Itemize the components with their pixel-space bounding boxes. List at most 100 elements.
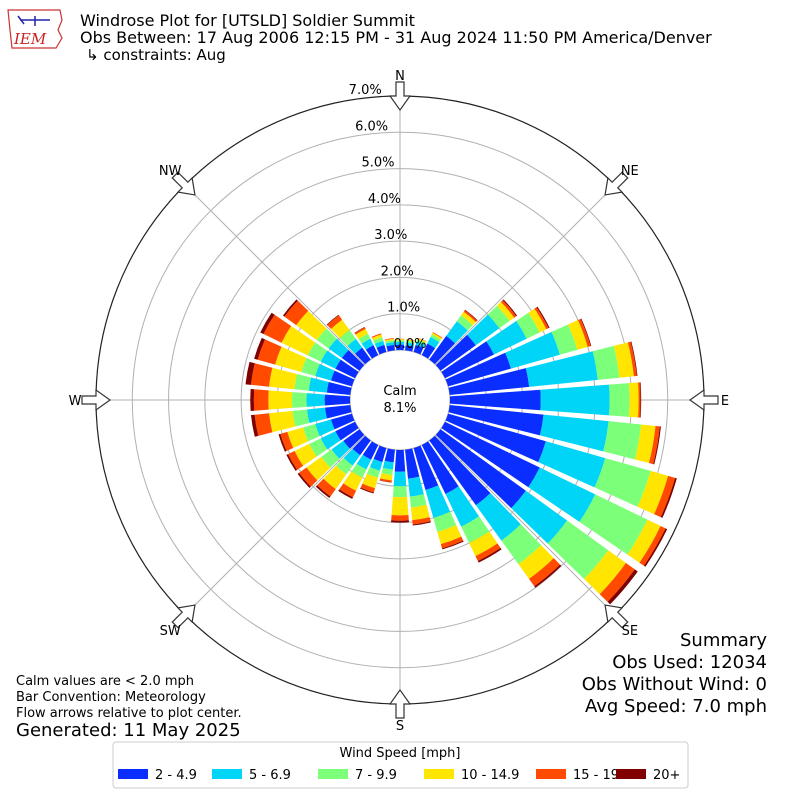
r-tick-label: 2.0% <box>381 264 414 279</box>
bar-segment <box>568 320 588 350</box>
flow-arrow <box>388 81 412 112</box>
bar-segment <box>352 435 371 456</box>
bar-segment <box>500 300 517 318</box>
bar-segment <box>579 494 648 555</box>
bar-segment <box>391 515 409 521</box>
r-tick-label: 0.0% <box>393 337 426 352</box>
bar-segment <box>449 389 541 411</box>
bar-segment <box>366 467 380 478</box>
bar-segment <box>385 340 395 344</box>
bar-segment <box>341 349 365 371</box>
bar-segment <box>339 330 356 346</box>
bar-segment <box>433 511 457 532</box>
bar-segment <box>448 368 530 395</box>
bar-segment <box>427 337 440 349</box>
bar-segment <box>445 413 546 463</box>
bar-segment <box>330 413 355 430</box>
bar-segment <box>469 531 498 557</box>
plot-area: Calm 8.1% 0.0% 1.0% 2.0% 3.0% 4.0% 5.0% 6.0% 7.0%… <box>69 69 730 734</box>
legend-swatch <box>212 769 242 779</box>
bar-segment <box>463 310 478 323</box>
bar-segment <box>327 315 343 330</box>
bar-segment <box>358 333 371 344</box>
bar-segment <box>534 307 549 330</box>
bar-segment <box>551 324 578 355</box>
bar-segment <box>654 475 676 518</box>
legend-swatch <box>616 769 646 779</box>
bar-segment <box>592 345 620 380</box>
direction-label: S <box>396 719 404 734</box>
bar-segment <box>303 423 320 442</box>
bar-segment <box>269 367 298 390</box>
bar-segment <box>429 335 456 365</box>
bar-segment <box>441 341 495 379</box>
bar-segment <box>330 319 350 339</box>
bar-segment <box>365 345 379 359</box>
logo-text: IEM <box>13 30 47 48</box>
bar-segment <box>360 487 374 494</box>
bar-segment <box>529 558 561 587</box>
bar-segment <box>394 449 406 472</box>
bar-segment <box>628 382 639 418</box>
bar-segment <box>534 564 562 588</box>
bar-segment <box>440 536 464 549</box>
r-tick-label: 7.0% <box>349 83 382 98</box>
bar-segment <box>413 445 439 491</box>
bar-segment <box>323 465 347 490</box>
bar-segment <box>384 337 394 341</box>
bar-segment <box>376 344 387 355</box>
bar-segment <box>467 314 500 346</box>
bar-segment <box>627 341 637 377</box>
bar-segment <box>547 520 609 580</box>
bar-segment <box>321 449 340 468</box>
bar-segment <box>280 431 294 451</box>
bar-segment <box>406 339 415 343</box>
summary: Obs Used: 12034 <box>612 652 767 673</box>
bar-segment <box>405 340 415 344</box>
bar-segment <box>407 476 424 497</box>
bar-segment <box>316 328 337 349</box>
calm-label: Calm <box>383 384 416 399</box>
bar-segment <box>351 463 367 478</box>
generated: Generated: 11 May 2025 <box>16 720 241 741</box>
bar-segment <box>594 458 651 507</box>
bar-segment <box>421 343 436 359</box>
flow-arrow <box>171 604 196 629</box>
bar-segment <box>315 419 335 437</box>
bar-segment <box>355 328 368 340</box>
bar-segment <box>331 440 350 459</box>
bar-segment <box>437 525 462 545</box>
bar-segment <box>284 300 309 326</box>
r-tick-label: 1.0% <box>387 301 420 316</box>
bar-segment <box>392 486 408 498</box>
bar-segment <box>362 441 379 460</box>
bar-segment <box>393 471 407 487</box>
flow-arrow-shape <box>171 604 196 629</box>
bar-segment <box>361 338 374 350</box>
bar-segment <box>637 470 669 515</box>
bar-segment <box>301 357 320 377</box>
logo-outline <box>7 9 63 49</box>
bar-segment <box>607 569 638 605</box>
bar-segment <box>502 299 518 317</box>
bar-segment <box>639 525 666 566</box>
bar-segment <box>347 338 363 354</box>
bar-segment <box>291 392 307 408</box>
bar-segment <box>660 477 677 518</box>
bar-segment <box>395 340 405 342</box>
bar-segment <box>320 431 341 450</box>
bar-segment <box>250 363 273 387</box>
direction-label: NW <box>159 164 182 179</box>
bar-segment <box>306 456 331 481</box>
bar-segment <box>435 334 476 371</box>
bar-segment <box>536 306 550 329</box>
bar-segment <box>603 421 642 460</box>
bar-segment <box>317 478 336 497</box>
bar-segment <box>441 540 464 550</box>
bar-segment <box>339 483 357 498</box>
bar-segment <box>501 524 542 565</box>
legend-label: 20+ <box>653 768 680 783</box>
note: Flow arrows relative to plot center. <box>16 706 242 721</box>
bar-segment <box>254 413 273 436</box>
